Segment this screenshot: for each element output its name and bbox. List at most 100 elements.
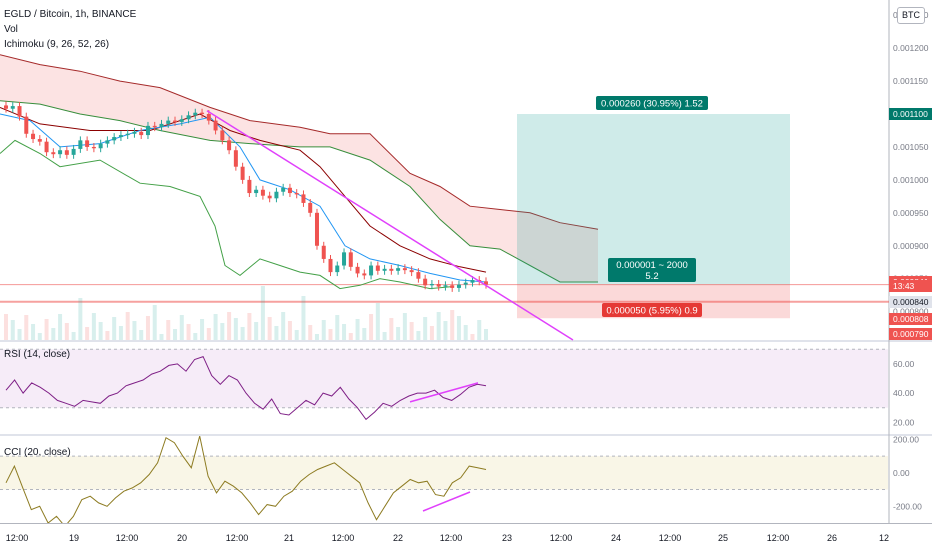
price-label: 0.000840 [893,297,929,307]
candle-body [152,125,157,128]
volume-bar [179,315,184,340]
volume-bar [227,312,232,340]
candle-body [159,123,164,128]
target-label: 0.000260 (30.95%) 1.52 [596,96,708,110]
volume-bar [51,328,56,340]
candle-body [463,282,468,285]
volume-bar [247,313,252,340]
candle-body [64,150,69,155]
volume-bar [139,330,144,340]
candle-body [91,146,96,149]
volume-bar [152,305,157,340]
candle-body [436,283,441,287]
ichimoku-cloud [0,54,598,283]
candle-body [166,120,171,124]
candle-body [362,273,367,276]
volume-bar [308,325,313,340]
volume-bar [112,317,117,340]
base-line [0,106,487,273]
stop-label-bg [602,303,702,317]
candle-body [132,131,137,134]
candle-body [328,258,333,273]
rsi-tick: 20.00 [893,417,915,427]
entry-label-text: 5.2 [645,271,658,282]
entry-label-text: 0.000001 ~ 2000 [616,260,688,271]
target-zone [517,114,790,285]
price-label-bg [889,296,932,308]
cci-divergence-line [422,491,471,512]
volume-bar [281,312,286,340]
time-tick: 25 [718,533,728,543]
time-tick: 12:00 [226,533,249,543]
candle-body [402,268,407,271]
volume-bar [450,310,455,340]
candle-body [281,187,286,192]
ichimoku-legend[interactable]: Ichimoku (9, 26, 52, 26) [4,39,110,50]
volume-bar [17,329,22,340]
time-tick: 21 [284,533,294,543]
volume-bar [362,328,367,340]
candle-body [51,152,56,155]
candle-body [301,194,306,203]
price-tick: 0.000950 [893,208,929,218]
vol-legend[interactable]: Vol [4,24,18,35]
candle-body [456,284,461,288]
volume-bar [470,334,475,340]
volume-bar [105,331,110,340]
time-tick: 26 [827,533,837,543]
candle-body [267,195,272,199]
volume-bar [31,324,36,340]
rsi-divergence-line [409,382,479,403]
time-tick: 19 [69,533,79,543]
cci-band [0,456,888,490]
candle-body [484,281,488,285]
symbol-legend[interactable]: EGLD / Bitcoin, 1h, BINANCE [4,9,137,20]
trendline [206,110,574,341]
volume-bar [64,323,69,340]
price-tick: 0.001000 [893,175,929,185]
cci-line [5,436,487,523]
candle-body [254,189,259,194]
rsi-band [0,349,888,408]
volume-bar [254,322,259,340]
candle-body [375,265,380,271]
rsi-legend[interactable]: RSI (14, close) [4,349,71,360]
volume-bar [145,316,150,340]
volume-bar [4,314,8,340]
candle-body [429,283,434,286]
volume-bar [287,321,292,340]
volume-bar [369,314,374,340]
time-tick: 12:00 [116,533,139,543]
time-tick: 22 [393,533,403,543]
candle-body [118,135,123,138]
candle-body [308,202,313,213]
rsi-line [5,355,487,421]
candle-body [78,140,83,149]
target-label-text: 0.000260 (30.95%) 1.52 [601,99,703,110]
volume-bar [314,334,319,340]
price-tick: 0.001150 [893,76,928,86]
candle-body [240,166,245,180]
price-label: 0.000790 [893,329,929,339]
volume-bar [260,286,265,340]
candle-body [58,150,63,155]
volume-bar [484,329,488,340]
volume-bar [477,320,482,340]
currency-badge[interactable]: BTC [897,7,925,24]
candle-body [193,112,198,116]
volume-bar [396,327,401,340]
candle-body [409,270,414,273]
price-tick: 0.001050 [893,142,929,152]
volume-bar [132,321,137,340]
volume-bar [159,334,164,340]
candle-body [220,130,225,141]
volume-bar [355,319,360,340]
cci-legend[interactable]: CCI (20, close) [4,447,71,458]
volume-bar [193,333,198,340]
volume-bar [118,326,123,340]
volume-bar [10,320,15,340]
candle-body [396,268,401,271]
leading-span-a [0,54,599,230]
volume-bar [463,325,468,340]
